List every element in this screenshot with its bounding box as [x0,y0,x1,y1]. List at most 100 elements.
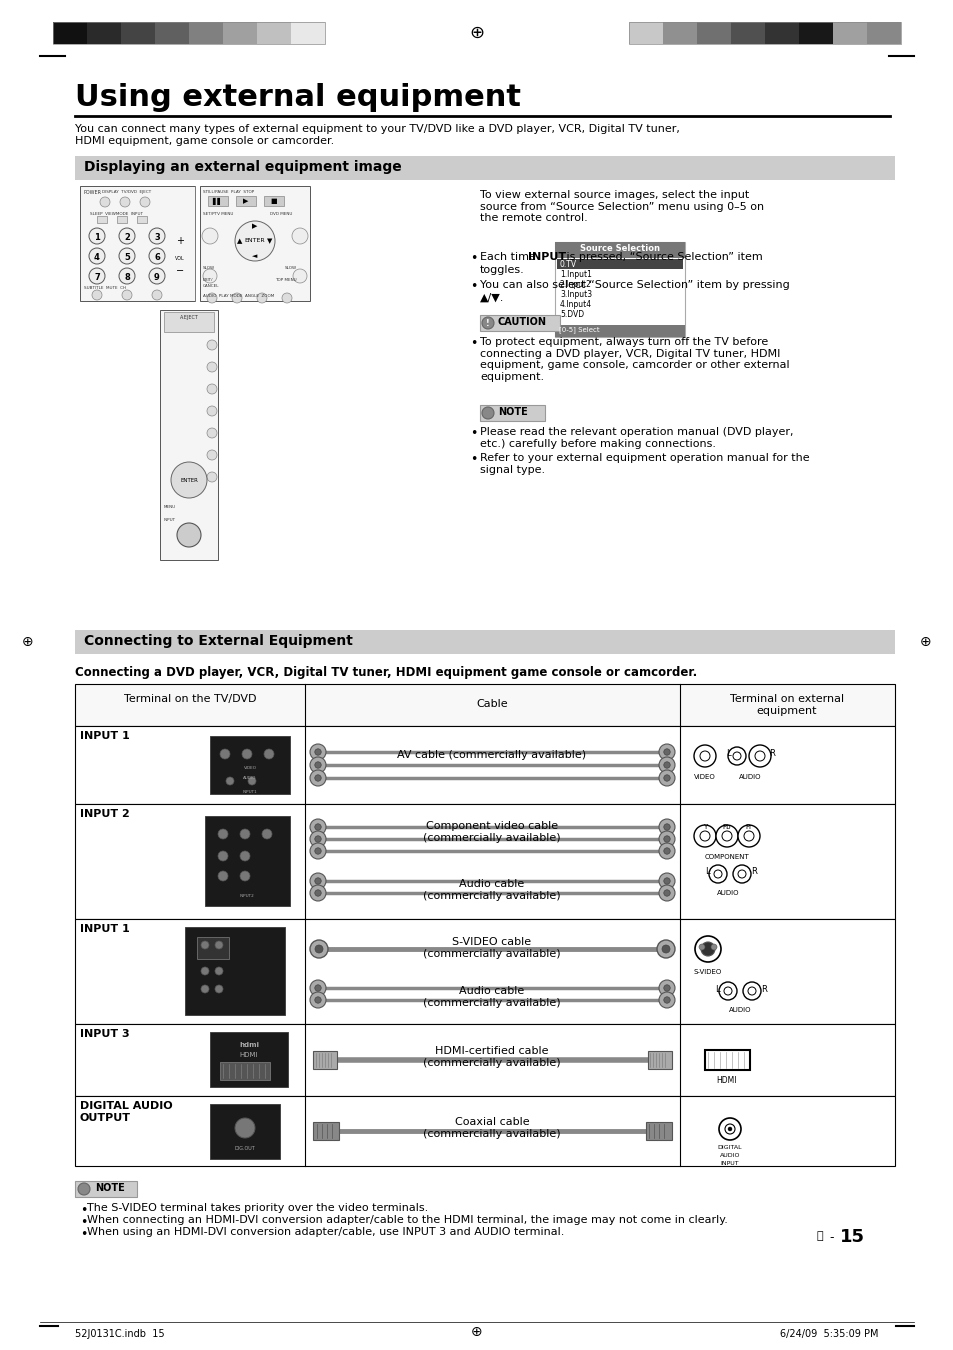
Text: 7: 7 [94,273,100,282]
Circle shape [314,890,321,896]
Text: Source Selection: Source Selection [579,244,659,252]
Circle shape [724,1125,734,1134]
Circle shape [699,944,704,950]
Circle shape [149,248,165,265]
Circle shape [207,450,216,460]
Circle shape [659,819,675,836]
Text: 1.Input1: 1.Input1 [559,270,591,279]
Circle shape [314,848,321,855]
Circle shape [248,778,255,784]
Circle shape [310,769,326,786]
Text: INPUT: INPUT [164,518,176,522]
Text: Each time: Each time [479,252,538,262]
Bar [628,22,662,45]
Circle shape [663,824,670,830]
Text: 4: 4 [94,252,100,262]
Text: You can also select “Source Selection” item by pressing: You can also select “Source Selection” i… [479,279,789,290]
Bar [313,1122,338,1139]
Text: Connecting to External Equipment: Connecting to External Equipment [84,634,353,648]
Bar [832,22,866,45]
Circle shape [663,984,670,991]
Text: INPUT 2: INPUT 2 [80,809,130,819]
Bar [97,216,107,223]
Circle shape [214,967,223,975]
Text: 8: 8 [124,273,130,282]
Circle shape [721,832,731,841]
Circle shape [754,751,764,761]
Text: AUDIO: AUDIO [243,776,256,780]
Text: TOP MENU: TOP MENU [274,278,296,282]
Circle shape [91,290,102,300]
Circle shape [262,829,272,838]
Circle shape [100,197,110,207]
Text: L: L [704,868,709,876]
Text: COMPONENT: COMPONENT [704,855,749,860]
Text: INPUT2: INPUT2 [239,894,254,898]
Bar [200,186,310,301]
Bar [121,22,154,45]
Circle shape [119,228,135,244]
Text: HDMI: HDMI [716,1076,737,1085]
Bar [662,22,697,45]
Bar [160,310,218,560]
Bar [75,1025,894,1096]
Circle shape [140,197,150,207]
Text: ▼: ▼ [267,238,273,244]
Bar [75,157,894,180]
Bar [208,196,228,207]
Text: 2.Input2: 2.Input2 [559,279,591,289]
Circle shape [218,850,228,861]
Text: •: • [80,1228,88,1241]
Text: Terminal on the TV/DVD: Terminal on the TV/DVD [124,694,256,703]
Circle shape [120,197,130,207]
Circle shape [663,761,670,768]
Text: −: − [175,266,184,275]
Circle shape [659,992,675,1008]
Text: HDMI-certified cable
(commercially available): HDMI-certified cable (commercially avail… [423,1046,560,1068]
Text: To view external source images, select the input
source from “Source Selection” : To view external source images, select t… [479,190,763,223]
Bar [75,684,894,726]
Circle shape [207,472,216,482]
Circle shape [310,886,326,900]
Text: Audio cable
(commercially available): Audio cable (commercially available) [423,986,560,1007]
Text: •: • [470,338,476,350]
Circle shape [242,749,252,759]
Circle shape [659,744,675,760]
Text: STILL/PAUSE  PLAY  STOP: STILL/PAUSE PLAY STOP [203,190,254,194]
Circle shape [738,825,760,846]
Text: SLOW: SLOW [285,266,296,270]
Circle shape [207,406,216,416]
Circle shape [203,269,216,284]
Bar [137,216,147,223]
Circle shape [149,228,165,244]
Circle shape [207,383,216,394]
Text: Refer to your external equipment operation manual for the
signal type.: Refer to your external equipment operati… [479,454,809,475]
Text: Coaxial cable
(commercially available): Coaxial cable (commercially available) [423,1116,560,1138]
Circle shape [240,850,250,861]
Circle shape [149,269,165,284]
Bar [313,1052,336,1069]
Circle shape [719,1118,740,1139]
Text: INPUT 1: INPUT 1 [80,923,130,934]
Text: +: + [175,236,184,246]
Text: Terminal on external
equipment: Terminal on external equipment [729,694,843,716]
Circle shape [202,228,218,244]
Circle shape [310,819,326,836]
Text: 1: 1 [94,232,100,242]
Circle shape [314,761,321,768]
Text: 3: 3 [154,232,160,242]
Text: The S-VIDEO terminal takes priority over the video terminals.: The S-VIDEO terminal takes priority over… [87,1203,428,1214]
Text: When connecting an HDMI-DVI conversion adapter/cable to the HDMI terminal, the i: When connecting an HDMI-DVI conversion a… [87,1215,727,1224]
Circle shape [659,873,675,890]
Circle shape [232,293,242,302]
Circle shape [214,941,223,949]
Text: Please read the relevant operation manual (DVD player,
etc.) carefully before ma: Please read the relevant operation manua… [479,427,793,448]
Text: A.EJECT: A.EJECT [179,315,198,320]
Text: ▶: ▶ [243,198,249,204]
Circle shape [152,290,162,300]
Text: VIDEO: VIDEO [243,765,256,769]
Bar [220,1062,270,1080]
Text: NOTE: NOTE [95,1183,125,1193]
Circle shape [663,749,670,755]
Circle shape [738,869,745,878]
